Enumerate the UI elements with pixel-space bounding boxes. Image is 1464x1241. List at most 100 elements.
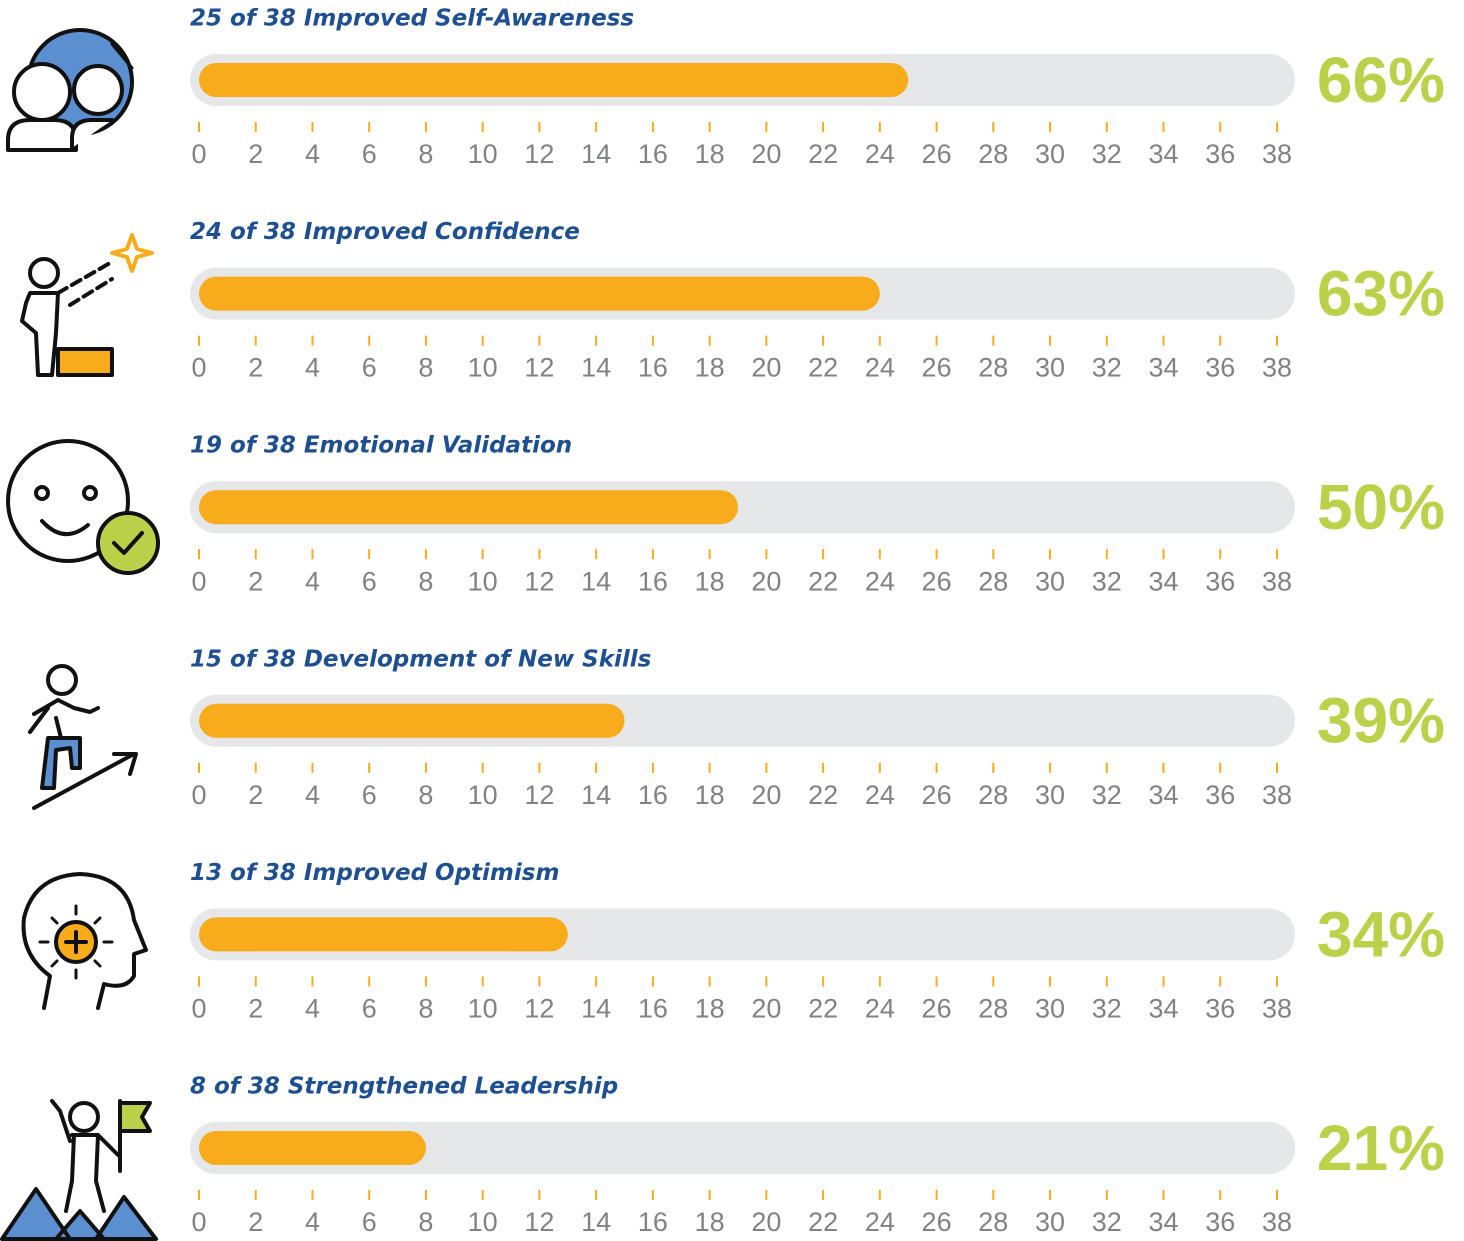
percent-label: 34%	[1317, 898, 1445, 970]
tick-label: 4	[305, 994, 320, 1024]
tick-label: 32	[1092, 780, 1122, 810]
tick-label: 28	[978, 353, 1008, 383]
tick-label: 14	[581, 780, 611, 810]
tick-label: 30	[1035, 780, 1065, 810]
tick-label: 32	[1092, 1207, 1122, 1237]
icon-confidence	[20, 233, 154, 377]
tick-label: 24	[865, 566, 895, 596]
tick-label: 26	[922, 780, 952, 810]
tick-label: 0	[191, 780, 206, 810]
bar	[199, 1131, 426, 1165]
tick-label: 18	[695, 1207, 725, 1237]
tick-label: 8	[418, 1207, 433, 1237]
tick-label: 26	[922, 139, 952, 169]
tick-label: 10	[468, 994, 498, 1024]
tick-label: 0	[191, 566, 206, 596]
tick-label: 8	[418, 780, 433, 810]
row-title: 25 of 38 Improved Self-Awareness	[190, 6, 634, 32]
tick-label: 16	[638, 139, 668, 169]
row-title: 8 of 38 Strengthened Leadership	[190, 1074, 618, 1100]
row-title: 15 of 38 Development of New Skills	[190, 646, 651, 672]
tick-label: 38	[1262, 566, 1292, 596]
tick-label: 16	[638, 353, 668, 383]
tick-label: 30	[1035, 139, 1065, 169]
tick-label: 18	[695, 566, 725, 596]
tick-label: 16	[638, 780, 668, 810]
tick-label: 36	[1205, 994, 1235, 1024]
tick-label: 2	[248, 139, 263, 169]
tick-label: 4	[305, 1207, 320, 1237]
tick-label: 2	[248, 566, 263, 596]
bar	[199, 490, 738, 525]
tick-label: 10	[468, 139, 498, 169]
tick-label: 38	[1262, 139, 1292, 169]
row-title: 19 of 38 Emotional Validation	[190, 433, 572, 459]
tick-label: 38	[1262, 1207, 1292, 1237]
tick-label: 22	[808, 1207, 838, 1237]
tick-label: 10	[468, 353, 498, 383]
tick-label: 2	[248, 353, 263, 383]
tick-label: 8	[418, 353, 433, 383]
tick-label: 24	[865, 994, 895, 1024]
tick-label: 32	[1092, 994, 1122, 1024]
tick-label: 16	[638, 566, 668, 596]
tick-label: 24	[865, 353, 895, 383]
track	[190, 1122, 1295, 1174]
tick-label: 34	[1149, 1207, 1179, 1237]
tick-label: 28	[978, 780, 1008, 810]
row-title: 13 of 38 Improved Optimism	[190, 860, 559, 886]
tick-label: 30	[1035, 566, 1065, 596]
tick-label: 26	[922, 994, 952, 1024]
row-title: 24 of 38 Improved Confidence	[190, 219, 580, 245]
tick-label: 10	[468, 780, 498, 810]
tick-label: 0	[191, 1207, 206, 1237]
tick-label: 38	[1262, 780, 1292, 810]
tick-label: 30	[1035, 994, 1065, 1024]
tick-label: 12	[524, 994, 554, 1024]
tick-label: 2	[248, 780, 263, 810]
tick-label: 20	[751, 780, 781, 810]
tick-label: 14	[581, 994, 611, 1024]
icon-optimism	[21, 872, 148, 1010]
tick-label: 38	[1262, 994, 1292, 1024]
tick-label: 16	[638, 1207, 668, 1237]
tick-label: 26	[922, 566, 952, 596]
tick-label: 4	[305, 780, 320, 810]
icon-leadership	[0, 1099, 158, 1241]
tick-label: 14	[581, 139, 611, 169]
percent-label: 39%	[1317, 685, 1445, 757]
tick-label: 28	[978, 1207, 1008, 1237]
bar	[199, 703, 625, 738]
tick-label: 22	[808, 139, 838, 169]
tick-label: 26	[922, 353, 952, 383]
tick-label: 4	[305, 139, 320, 169]
tick-label: 20	[751, 566, 781, 596]
tick-label: 12	[524, 1207, 554, 1237]
tick-label: 20	[751, 139, 781, 169]
tick-label: 36	[1205, 780, 1235, 810]
tick-label: 28	[978, 566, 1008, 596]
icon-skills	[28, 664, 138, 810]
tick-label: 2	[248, 1207, 263, 1237]
bar	[199, 63, 909, 97]
tick-label: 32	[1092, 353, 1122, 383]
tick-label: 0	[191, 353, 206, 383]
tick-label: 16	[638, 994, 668, 1024]
tick-label: 10	[468, 566, 498, 596]
tick-label: 14	[581, 353, 611, 383]
tick-label: 22	[808, 994, 838, 1024]
tick-label: 4	[305, 353, 320, 383]
bar	[199, 917, 568, 952]
tick-label: 34	[1149, 994, 1179, 1024]
tick-label: 8	[418, 139, 433, 169]
tick-label: 34	[1149, 139, 1179, 169]
tick-label: 24	[865, 139, 895, 169]
tick-label: 36	[1205, 353, 1235, 383]
tick-label: 2	[248, 994, 263, 1024]
tick-label: 26	[922, 1207, 952, 1237]
tick-label: 6	[362, 780, 377, 810]
tick-label: 32	[1092, 566, 1122, 596]
tick-label: 22	[808, 780, 838, 810]
tick-label: 6	[362, 994, 377, 1024]
